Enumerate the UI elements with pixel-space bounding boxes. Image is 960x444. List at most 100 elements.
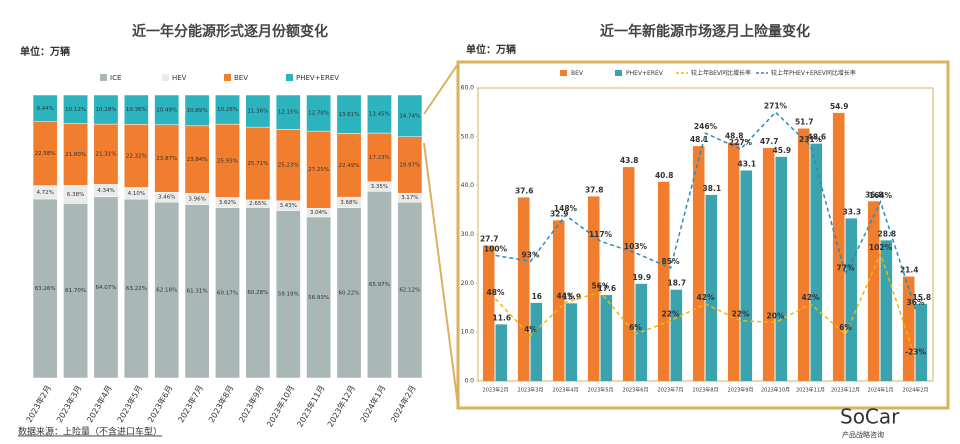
line-label: 77% [837,264,855,273]
legend-swatch [224,74,231,81]
data-label: 15.9 [563,292,582,301]
bar [915,303,928,381]
bar-segment [397,94,423,137]
bar-segment [215,94,240,125]
bar [775,156,788,381]
data-label: 10.89% [187,108,208,114]
y-tick-label: 50.0 [461,133,475,140]
bar-segment [367,94,392,134]
line-label: 6% [839,323,852,332]
bar [762,148,775,381]
data-label: 62.18% [156,288,177,294]
data-label: 17.23% [369,155,390,161]
data-label: 63.22% [126,286,147,292]
bar [495,324,508,381]
line-label: 93% [522,250,540,259]
bar-segment [63,94,88,124]
data-label: 47.7 [760,137,779,146]
data-label: 11.6 [493,313,512,322]
data-label: 48.6 [808,133,827,142]
line-label: 22% [732,310,750,319]
data-label: 37.6 [515,186,534,195]
bar-segment [123,94,149,125]
x-tick-label: 2023年10月 [264,383,296,428]
line-label: 227% [729,138,753,147]
data-label: 3.17% [401,195,418,201]
legend-swatch [162,74,169,81]
bar-segment [275,210,301,379]
data-label: 10.12% [65,107,86,113]
bar-segment [306,130,332,209]
bar-segment [184,204,210,379]
bar-segment [397,201,423,379]
line-label: 231% [799,135,823,144]
x-tick-label: 2023年12月 [831,387,860,394]
y-tick-label: 0.0 [464,378,474,385]
x-tick-label: 2023年9月 [236,383,265,424]
x-tick-label: 2023年12月 [325,383,357,428]
data-label: 9.44% [36,106,53,112]
data-label: 3.43% [280,203,297,209]
legend-label: HEV [172,74,187,82]
left-title: 近一年分能源形式逐月份额变化 [132,23,328,40]
data-label: 60.28% [247,290,268,296]
legend-swatch [560,70,567,76]
data-label: 64.07% [95,285,116,291]
legend-swatch [286,74,293,81]
y-tick-label: 20.0 [461,280,475,287]
data-label: 16 [532,292,542,301]
x-tick-label: 2023年11月 [796,387,825,394]
x-tick-label: 2023年6月 [623,387,649,394]
legend-swatch [615,70,622,76]
x-tick-label: 2023年7月 [658,387,684,394]
data-label: 21.80% [65,152,86,158]
bar [517,197,530,381]
data-label: 25.93% [217,158,238,164]
bar [552,220,565,381]
line-label: 22% [662,310,680,319]
connector [423,63,459,115]
bar [530,302,543,381]
data-label: 48.8 [725,132,744,141]
bar [727,142,740,381]
line-label: 148% [554,204,578,213]
data-label: 22.58% [35,151,56,157]
data-label: 36.8 [865,190,884,199]
brand-subtitle: 产品战略咨询 [842,430,884,439]
line-label: 271% [764,101,788,110]
x-tick-label: 2023年2月 [483,387,509,394]
line-label: 164% [869,191,893,200]
data-label: 3.46% [158,195,175,201]
bar-segment [184,94,210,127]
bar-segment [367,191,392,379]
data-label: 54.9 [830,102,849,111]
bar-segment [245,126,271,201]
data-label: 3.96% [188,196,205,202]
bar-segment [93,123,119,185]
data-label: 11.36% [247,109,268,115]
data-label: 12.15% [278,110,299,116]
legend-label: PHEV+EREV [296,74,339,82]
data-label: 48.1 [690,135,709,144]
data-label: 21.4 [900,265,919,274]
bar [797,128,810,381]
data-label: 43.1 [738,160,757,169]
data-label: 23.87% [156,156,177,162]
data-label: 25.71% [247,161,268,167]
bar-segment [154,94,180,125]
data-label: 3.68% [340,200,357,206]
line-label: 100% [484,244,508,253]
line-label: 56% [592,281,610,290]
data-label: 10.28% [95,107,116,113]
bar-segment [306,94,332,132]
x-tick-label: 2023年10月 [761,387,790,394]
bar [845,218,858,381]
data-label: 13.45% [369,112,390,118]
right-title: 近一年新能源市场逐月上险量变化 [600,23,810,40]
x-tick-label: 2023年3月 [518,387,544,394]
data-label: 4.10% [128,191,145,197]
line [495,111,917,310]
legend-label: ICE [110,74,121,82]
x-tick-label: 2023年4月 [84,383,113,424]
line-label: 44% [557,291,575,300]
